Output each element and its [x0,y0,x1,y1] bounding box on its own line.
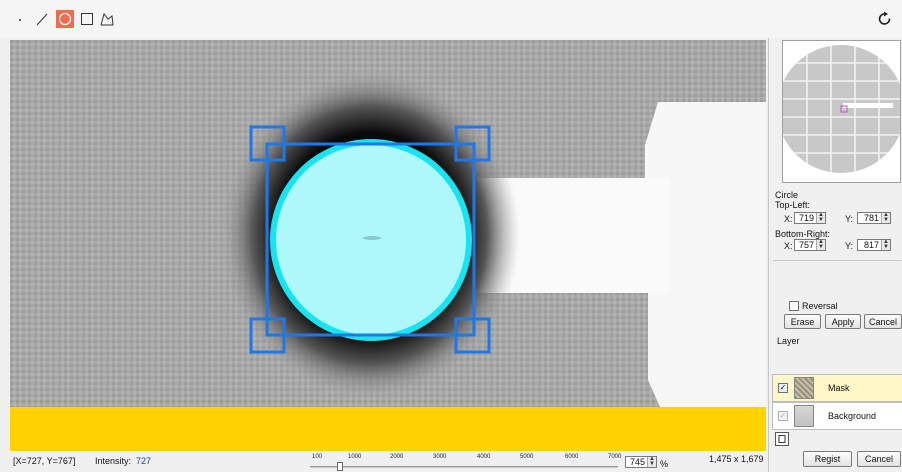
line-tool-icon[interactable] [33,10,51,28]
regist-button[interactable]: Regist [803,451,852,467]
spinner-arrows-icon[interactable]: ▲ ▼ [881,239,890,250]
add-layer-icon[interactable] [775,432,789,446]
viewport-marker [840,105,848,113]
layer-mask-checkbox[interactable]: ✓ [778,383,788,393]
erase-cancel-button[interactable]: Cancel [864,314,902,329]
intensity-label: Intensity: [95,456,132,466]
spinner-arrows-icon[interactable]: ▲ ▼ [816,239,825,250]
spinner-arrows-icon[interactable]: ▲ ▼ [647,456,656,467]
top-left-x-value[interactable]: 719 [798,213,814,223]
handle-bottom-left[interactable] [249,317,286,354]
layer-row-mask[interactable]: ✓ Mask [772,374,902,402]
selection-box[interactable] [265,142,476,337]
bright-block [645,102,766,407]
handle-top-left[interactable] [249,125,286,162]
right-panel: Circle Top-Left: X: 719 ▲ ▼ Y: 781 ▲ ▼ Bot… [768,38,902,472]
layer-background-thumbnail [794,405,814,427]
reversal-label: Reversal [802,301,838,311]
handle-top-right[interactable] [454,125,491,162]
cancel-button[interactable]: Cancel [857,451,901,467]
scale-tick: 100 [312,454,323,460]
cursor-position: [X=727, Y=767] [13,456,76,466]
circle-tool-icon[interactable] [56,10,74,28]
rectangle-tool-icon[interactable] [78,10,96,28]
point-tool-icon[interactable] [11,10,29,28]
yellow-band [10,407,766,451]
scale-tick: 2000 [390,454,404,460]
spinner-arrows-icon[interactable]: ▲ ▼ [816,212,825,223]
layer-background-checkbox[interactable]: ✓ [778,411,788,421]
top-left-x-label: X: [784,214,793,224]
mask-circle [276,145,466,335]
bottom-right-y-value[interactable]: 817 [863,240,879,250]
toolbar [0,0,902,38]
shape-heading: Circle [775,190,799,200]
layer-name: Mask [828,383,850,393]
layer-row-background[interactable]: ✓ Background [772,402,902,430]
top-left-y-label: Y: [845,214,854,224]
zoom-slider-track[interactable] [310,466,618,468]
scale-tick: 7000 [608,454,622,460]
image-canvas[interactable] [10,40,766,407]
bottom-right-y-label: Y: [845,241,854,251]
bottom-right-x-label: X: [784,241,793,251]
divider [773,260,901,261]
zoom-value[interactable]: 745 [629,457,645,467]
top-left-label: Top-Left: [775,200,811,210]
zoom-slider-thumb[interactable] [337,462,343,471]
layer-heading: Layer [777,336,800,346]
handle-bottom-right[interactable] [454,317,491,354]
scale-tick: 4000 [477,454,491,460]
image-dimensions: 1,475 x 1,679 [709,454,764,464]
zoom-spinner[interactable]: 745 ▲ ▼ [625,456,657,468]
zoom-unit: % [660,459,669,469]
top-left-x-spinner[interactable]: 719 ▲ ▼ [794,212,826,224]
scale-tick: 5000 [520,454,534,460]
intensity-value: 727 [136,456,152,466]
layer-name: Background [828,411,877,421]
layer-mask-thumbnail [794,377,814,399]
scale-tick: 6000 [565,454,579,460]
scale-tick: 1000 [348,454,362,460]
status-bar: [X=727, Y=767] Intensity: 727 100 1000 2… [0,451,768,472]
apply-button[interactable]: Apply [825,314,861,329]
scale-tick: 3000 [433,454,447,460]
bottom-right-label: Bottom-Right: [775,229,831,239]
erase-button[interactable]: Erase [784,314,821,329]
bottom-right-x-spinner[interactable]: 757 ▲ ▼ [794,239,826,251]
top-left-y-spinner[interactable]: 781 ▲ ▼ [857,212,891,224]
reversal-checkbox[interactable] [789,301,799,311]
spinner-arrows-icon[interactable]: ▲ ▼ [881,212,890,223]
bottom-right-y-spinner[interactable]: 817 ▲ ▼ [857,239,891,251]
bottom-right-x-value[interactable]: 757 [798,240,814,250]
polygon-tool-icon[interactable] [98,10,116,28]
rotate-icon[interactable] [876,10,894,28]
navigator-thumbnail[interactable] [782,40,901,183]
top-left-y-value[interactable]: 781 [863,213,879,223]
